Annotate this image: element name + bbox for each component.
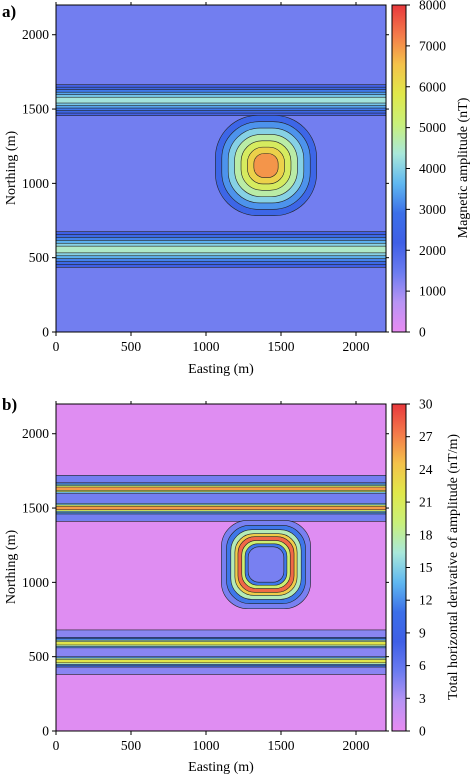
panel-b-label: b)	[2, 395, 17, 414]
band-contour-6	[56, 96, 386, 104]
panel-a-label: a)	[2, 2, 16, 21]
panel-b-colorbar: 0 3 6 9 12 15 18 21 24 27 30	[391, 397, 433, 739]
colorbar-tick-label: 24	[419, 462, 433, 477]
colorbar-tick-label: 30	[419, 397, 433, 412]
y-tick-label: 500	[29, 250, 50, 265]
colorbar-tick-label: 7000	[419, 38, 446, 53]
colorbar-tick-label: 9	[419, 625, 426, 640]
anomaly-feature-1	[56, 475, 386, 522]
colorbar-tick-label: 3000	[419, 202, 446, 217]
x-tick-label: 0	[53, 738, 60, 753]
x-tick-label: 2000	[343, 738, 370, 753]
anomaly-feature-3	[221, 520, 311, 610]
panel-a-frame	[55, 4, 387, 333]
colorbar-tick-label: 18	[419, 527, 433, 542]
colorbar-tick-label: 12	[419, 593, 433, 608]
y-tick-label: 2000	[22, 27, 49, 42]
y-tick-label: 1000	[22, 575, 49, 590]
panel-a-axes: 0 500 1000 1500 2000 0 500 1000 1500 2000	[22, 2, 389, 354]
panel-b-x-axis-label: Easting (m)	[188, 760, 254, 775]
colorbar-tick-label: 4000	[419, 161, 446, 176]
panel-a-x-axis-label: Easting (m)	[188, 362, 254, 377]
y-tick-label: 500	[29, 649, 50, 664]
x-tick-label: 500	[121, 339, 142, 354]
colorbar-tick-label: 8000	[419, 0, 446, 13]
colorbar-tick-label: 6	[419, 658, 426, 673]
edge-line-2-contour-3	[56, 486, 386, 491]
colorbar-tick-label: 3	[419, 691, 426, 706]
x-tick-label: 1500	[268, 339, 295, 354]
y-tick-label: 0	[42, 325, 49, 340]
anomaly-feature-3	[215, 115, 317, 216]
colorbar-tick-label: 5000	[419, 120, 446, 135]
band-contour-6	[56, 245, 386, 254]
field-background	[56, 404, 386, 731]
x-tick-label: 2000	[343, 339, 370, 354]
colorbar-tick-label: 21	[419, 495, 433, 510]
edge-line-1-contour-3	[56, 659, 386, 664]
x-tick-label: 0	[53, 339, 60, 354]
anomaly-feature-1	[56, 84, 386, 116]
panel-b-colorbar-label: Total horizontal derivative of amplitude…	[446, 434, 461, 700]
panel-b: b) 0 500 1000 1500 2000 0 500 1000 1500 2000 East…	[2, 395, 461, 775]
panel-b-colorbar-gradient	[391, 403, 407, 732]
x-tick-label: 500	[121, 738, 142, 753]
ring-contour-8	[247, 546, 285, 583]
panel-b-plot-area	[56, 404, 386, 731]
panel-a-y-axis-label: Northing (m)	[4, 131, 19, 206]
colorbar-tick-label: 27	[419, 429, 433, 444]
y-tick-label: 0	[42, 724, 49, 739]
panel-a-colorbar: 0 1000 2000 3000 4000 5000 6000 7000 8000	[391, 0, 446, 340]
panel-b-y-axis-label: Northing (m)	[4, 530, 19, 605]
anomaly-feature-2	[56, 629, 386, 675]
colorbar-tick-label: 6000	[419, 79, 446, 94]
x-tick-label: 1500	[268, 738, 295, 753]
panel-b-axes: 0 500 1000 1500 2000 0 500 1000 1500 2000	[22, 401, 389, 753]
y-tick-label: 1500	[22, 102, 49, 117]
edge-line-2-contour-3	[56, 641, 386, 646]
edge-line-1-contour-3	[56, 506, 386, 510]
panel-a-plot-area	[56, 5, 386, 332]
panel-b-frame	[55, 403, 387, 732]
x-tick-label: 1000	[193, 738, 220, 753]
panel-a-colorbar-gradient	[391, 4, 407, 333]
y-tick-label: 1000	[22, 176, 49, 191]
y-tick-label: 1500	[22, 501, 49, 516]
colorbar-tick-label: 2000	[419, 243, 446, 258]
colorbar-tick-label: 0	[419, 325, 426, 340]
x-tick-label: 1000	[193, 339, 220, 354]
y-tick-label: 2000	[22, 426, 49, 441]
anomaly-feature-2	[56, 231, 386, 268]
colorbar-tick-label: 1000	[419, 284, 446, 299]
colorbar-tick-label: 15	[419, 560, 433, 575]
panel-a-colorbar-label: Magnetic amplitude (nT)	[456, 97, 471, 238]
edge-gap	[56, 491, 386, 506]
panel-a: a) 0 500 1000 1500 2000 0 500 1000 1500 2000 East…	[2, 0, 471, 377]
anomaly-contour-7	[253, 153, 279, 178]
colorbar-tick-label: 0	[419, 724, 426, 739]
